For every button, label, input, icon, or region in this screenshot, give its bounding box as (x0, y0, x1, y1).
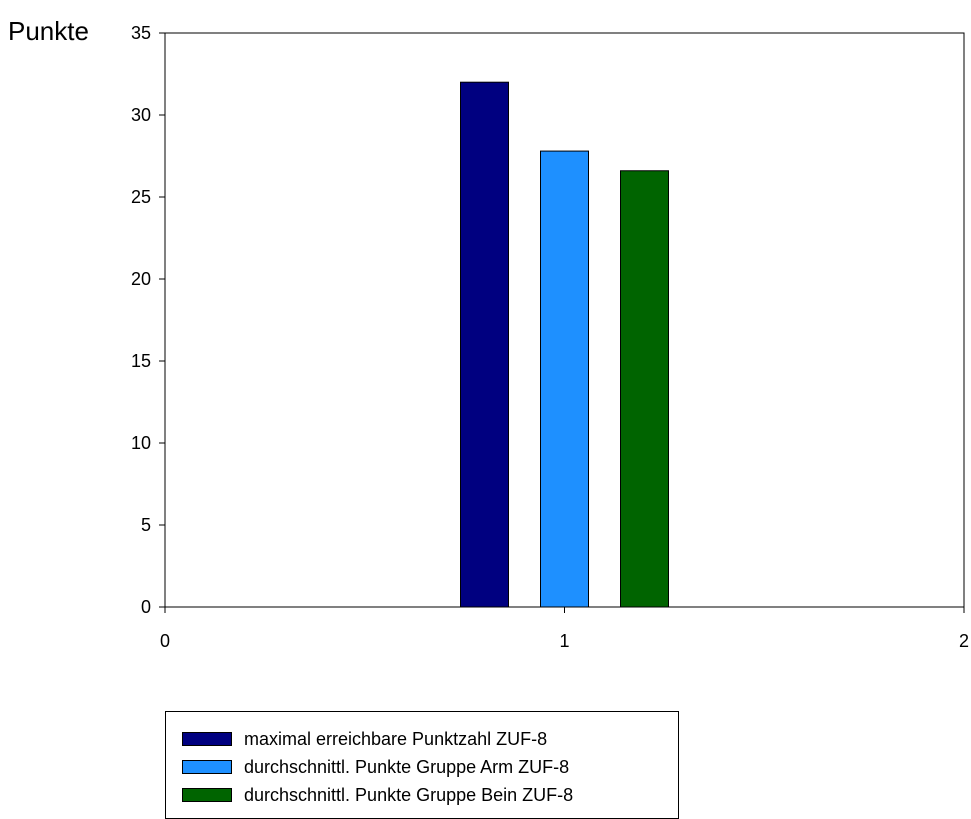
legend-label: maximal erreichbare Punktzahl ZUF-8 (244, 728, 548, 749)
x-tick-label: 2 (959, 631, 969, 651)
legend-swatch (182, 760, 232, 774)
legend-item: maximal erreichbare Punktzahl ZUF-8 (182, 728, 547, 750)
legend: maximal erreichbare Punktzahl ZUF-8 durc… (165, 711, 679, 819)
y-tick-label: 5 (141, 515, 151, 535)
legend-item: durchschnittl. Punkte Gruppe Bein ZUF-8 (182, 784, 573, 806)
y-tick-label: 20 (131, 269, 151, 289)
y-tick-label: 15 (131, 351, 151, 371)
y-tick-label: 30 (131, 105, 151, 125)
y-tick-label: 10 (131, 433, 151, 453)
bar-chart: Punkte 0 5 10 15 20 25 30 35 0 1 2 (8, 16, 969, 651)
legend-label: durchschnittl. Punkte Gruppe Bein ZUF-8 (244, 784, 574, 805)
x-tick-label: 0 (160, 631, 170, 651)
bar (460, 81, 509, 608)
x-tick-label: 1 (559, 631, 569, 651)
legend-swatch (182, 732, 232, 746)
legend-label: durchschnittl. Punkte Gruppe Arm ZUF-8 (244, 756, 570, 777)
bar (540, 150, 589, 608)
legend-swatch (182, 788, 232, 802)
bars (460, 81, 669, 608)
y-axis-label: Punkte (8, 16, 89, 46)
legend-item: durchschnittl. Punkte Gruppe Arm ZUF-8 (182, 756, 569, 778)
y-tick-label: 25 (131, 187, 151, 207)
y-tick-label: 0 (141, 597, 151, 617)
y-tick-label: 35 (131, 23, 151, 43)
bar (620, 170, 669, 608)
